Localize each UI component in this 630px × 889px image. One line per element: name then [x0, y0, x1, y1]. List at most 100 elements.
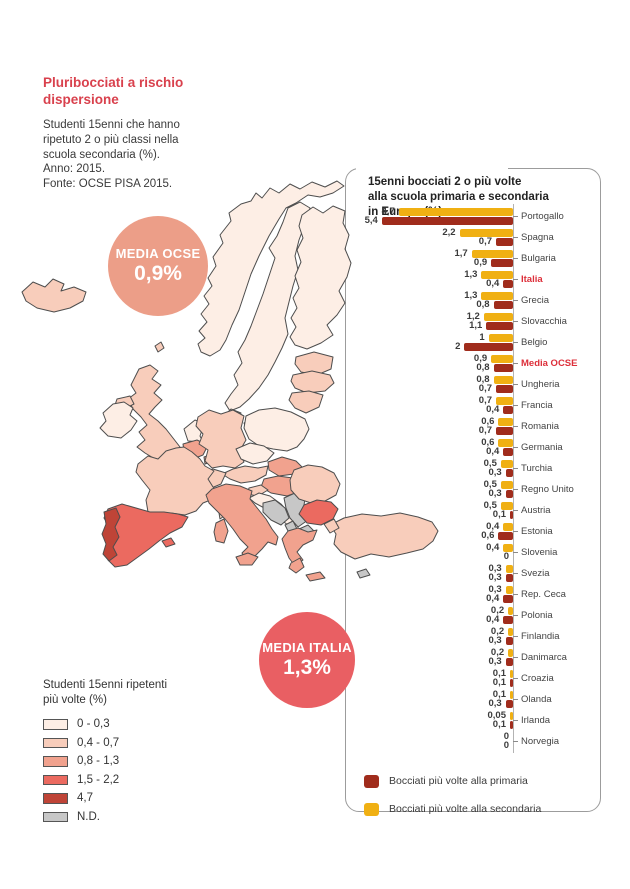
- country-label-wrap: Francia: [513, 395, 553, 416]
- chart-row-grecia: 1,3 0,8 Grecia: [346, 290, 602, 311]
- map-country-bosnia: [262, 499, 290, 526]
- bar-secondaria: [500, 501, 513, 510]
- bar-secondaria: [510, 669, 513, 678]
- bar-secondaria: [491, 354, 513, 363]
- bar-value-secondaria: 0,1: [492, 688, 506, 700]
- country-label-wrap: Olanda: [513, 689, 552, 710]
- axis-tick: [513, 405, 518, 406]
- bar-line-primaria: 0,9: [346, 258, 513, 267]
- bar-value-primaria: 0,4: [486, 278, 500, 290]
- map-legend-swatch: [43, 774, 68, 785]
- bar-value-secondaria: 1,2: [466, 310, 480, 322]
- bar-value-primaria: 0,4: [486, 593, 500, 605]
- map-country-finlandia: [289, 205, 352, 350]
- bar-line-secondaria: 0,7: [346, 394, 513, 406]
- map-country-creta: [305, 571, 326, 582]
- bar-line-primaria: 2: [346, 342, 513, 352]
- country-label-wrap: Danimarca: [513, 647, 567, 668]
- map-legend-row: 0,8 - 1,3: [43, 752, 167, 771]
- bar-value-secondaria: 0,5: [483, 499, 497, 511]
- chart-row-ungheria: 0,8 0,7 Ungheria: [346, 374, 602, 395]
- bar-line-secondaria: 0,5: [346, 499, 513, 511]
- map-country-danimarca: [220, 408, 242, 436]
- bar-secondaria: [505, 585, 513, 594]
- bar-primaria: [505, 637, 513, 646]
- map-country-macedonia: [298, 524, 315, 538]
- bar-primaria: [496, 238, 513, 247]
- bar-line-secondaria: 2,2: [346, 227, 513, 237]
- chart-row-francia: 0,7 0,4 Francia: [346, 395, 602, 416]
- chart-row-regno-unito: 0,5 0,3 Regno Unito: [346, 479, 602, 500]
- bar-secondaria: [398, 207, 513, 216]
- map-legend-swatch: [43, 719, 68, 730]
- bar-secondaria: [500, 480, 513, 489]
- bar-line-primaria: 0,3: [346, 489, 513, 498]
- map-country-ungheria: [260, 475, 306, 497]
- axis-tick: [513, 720, 518, 721]
- country-label: Croazia: [521, 673, 554, 684]
- bar-value-secondaria: 1: [479, 331, 485, 343]
- map-legend-swatch: [43, 737, 68, 748]
- bar-line-secondaria: 0,5: [346, 458, 513, 468]
- bar-value-primaria: 0,3: [488, 467, 502, 479]
- map-legend-row: 0 - 0,3: [43, 715, 167, 734]
- chart-row-turchia: 0,5 0,3 Turchia: [346, 458, 602, 479]
- map-country-francia: [135, 446, 221, 516]
- country-label: Italia: [521, 274, 543, 285]
- country-label-wrap: Romania: [513, 416, 559, 437]
- bar-value-secondaria: 1,3: [464, 289, 478, 301]
- map-legend-title: Studenti 15enni ripetenti più volte (%): [43, 679, 168, 706]
- bar-value-primaria: 0,4: [486, 404, 500, 416]
- bar-value-primaria: 0,4: [486, 614, 500, 626]
- bar-value-secondaria: 0,9: [473, 352, 488, 364]
- bar-line-secondaria: 0,9: [346, 352, 513, 364]
- bar-primaria: [496, 385, 513, 394]
- chart-legend-swatch: [364, 774, 379, 788]
- map-country-peloponneso: [288, 557, 305, 574]
- intro-description: Studenti 15enni che hanno ripetuto 2 o p…: [43, 119, 180, 191]
- map-country-lettonia: [290, 370, 335, 394]
- country-label: Slovenia: [521, 547, 558, 558]
- bar-chart-panel-inner: 15enni bocciati 2 o più volte alla scuol…: [346, 166, 602, 816]
- bar-line-secondaria: 1: [346, 331, 513, 343]
- bar-line-primaria: 0,3: [346, 636, 513, 646]
- media-ocse-label: MEDIA OCSE: [115, 246, 201, 261]
- country-label-wrap: Svezia: [513, 563, 550, 584]
- country-label-wrap: Slovacchia: [513, 311, 567, 332]
- bar-line-primaria: 0,7: [346, 236, 513, 248]
- bar-secondaria: [508, 606, 513, 615]
- bar-line-secondaria: 0,05: [346, 710, 513, 720]
- country-label: Media OCSE: [521, 358, 578, 369]
- map-country-irlanda: [99, 401, 138, 439]
- map-legend-label: 4,7: [77, 792, 93, 805]
- chart-row-danimarca: 0,2 0,3 Danimarca: [346, 647, 602, 668]
- country-label: Portogallo: [521, 211, 564, 222]
- bar-value-primaria: 0,1: [492, 677, 506, 689]
- country-label: Estonia: [521, 526, 553, 537]
- media-ocse-value: 0,9%: [134, 262, 182, 285]
- country-label: Germania: [521, 442, 563, 453]
- bar-value-primaria: 0,8: [476, 299, 490, 311]
- map-country-lussemburgo: [203, 454, 212, 465]
- country-label-wrap: Finlandia: [513, 626, 560, 647]
- bar-secondaria: [510, 711, 513, 720]
- bar-line-secondaria: 0,2: [346, 626, 513, 636]
- bar-secondaria: [508, 648, 513, 657]
- media-italia-badge: MEDIA ITALIA 1,3%: [259, 612, 355, 708]
- map-country-albania: [290, 528, 303, 550]
- chart-row-germania: 0,6 0,4 Germania: [346, 437, 602, 458]
- chart-row-belgio: 1 2 Belgio: [346, 332, 602, 353]
- bar-value-secondaria: 0,3: [488, 583, 502, 595]
- bar-value-primaria: 0,7: [478, 236, 492, 248]
- bar-value-secondaria: 0,2: [490, 646, 505, 658]
- country-label-wrap: Belgio: [513, 332, 547, 353]
- country-label-wrap: Portogallo: [513, 206, 564, 227]
- country-label: Danimarca: [521, 652, 567, 663]
- bar-value-primaria: 5,4: [364, 215, 378, 227]
- bar-primaria: [464, 343, 513, 352]
- axis-tick: [513, 300, 518, 301]
- bar-line-primaria: 0,7: [346, 384, 513, 394]
- bar-value-secondaria: 0,7: [478, 394, 492, 406]
- map-legend-row: 4,7: [43, 789, 167, 808]
